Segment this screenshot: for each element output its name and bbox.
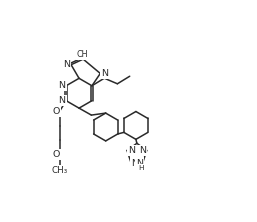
Text: N: N [58,96,66,105]
Text: O: O [52,107,59,115]
Text: CH₃: CH₃ [52,166,68,175]
Text: N: N [58,81,66,90]
Text: N: N [128,146,135,155]
Text: H: H [138,165,144,171]
Text: CH: CH [77,50,88,59]
Text: N: N [63,59,70,69]
Text: N: N [101,69,108,78]
Text: N: N [136,159,143,168]
Text: N: N [131,159,138,168]
Text: O: O [52,150,59,159]
Text: N: N [139,146,146,155]
